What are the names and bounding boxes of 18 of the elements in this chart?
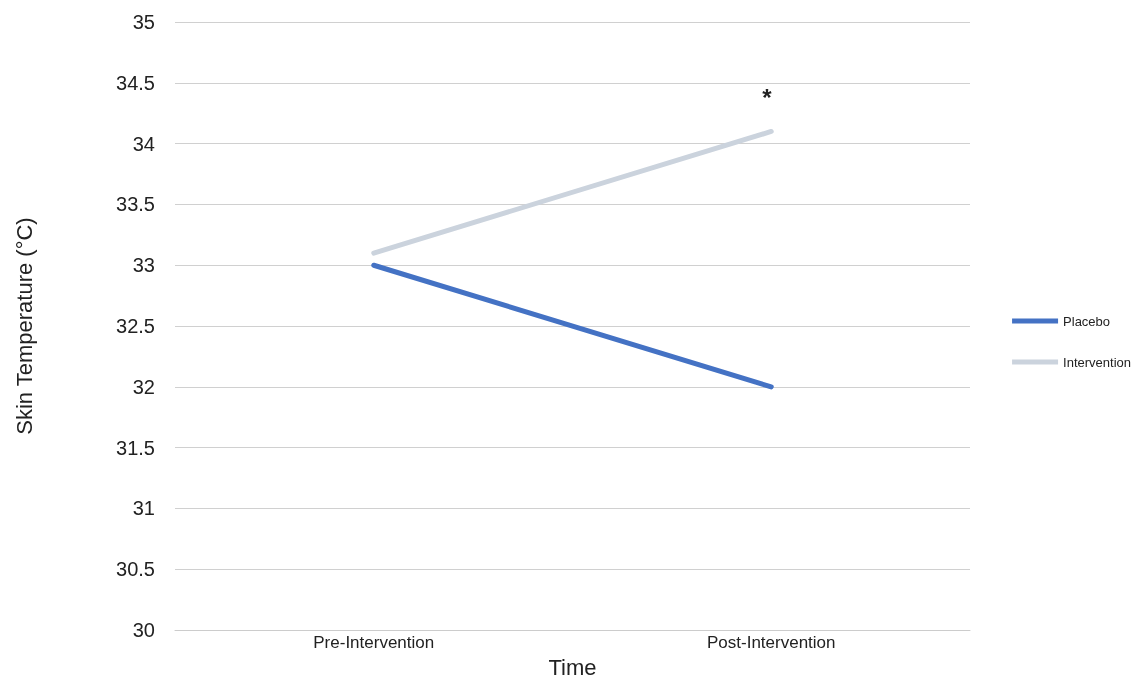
y-axis-title: Skin Temperature (°C) <box>11 217 37 435</box>
y-tick-label: 31 <box>132 497 155 520</box>
y-tick-label: 35 <box>132 11 155 33</box>
legend-label: Intervention <box>1063 354 1131 370</box>
x-axis-title: Time <box>548 654 597 680</box>
y-tick-label: 30.5 <box>116 558 155 581</box>
y-tick-label: 31.5 <box>116 436 155 459</box>
y-tick-label: 33 <box>132 254 155 277</box>
y-tick-label: 32.5 <box>116 315 155 338</box>
y-tick-label: 32 <box>132 375 155 398</box>
x-tick-label: Pre-Intervention <box>313 633 435 653</box>
y-tick-label: 34.5 <box>116 71 155 94</box>
annotation: * <box>762 83 773 111</box>
x-tick-label: Post-Intervention <box>706 633 836 653</box>
y-tick-label: 33.5 <box>116 193 155 216</box>
y-tick-label: 30 <box>132 619 155 642</box>
y-tick-label: 34 <box>132 132 155 155</box>
legend-label: Placebo <box>1063 313 1111 329</box>
